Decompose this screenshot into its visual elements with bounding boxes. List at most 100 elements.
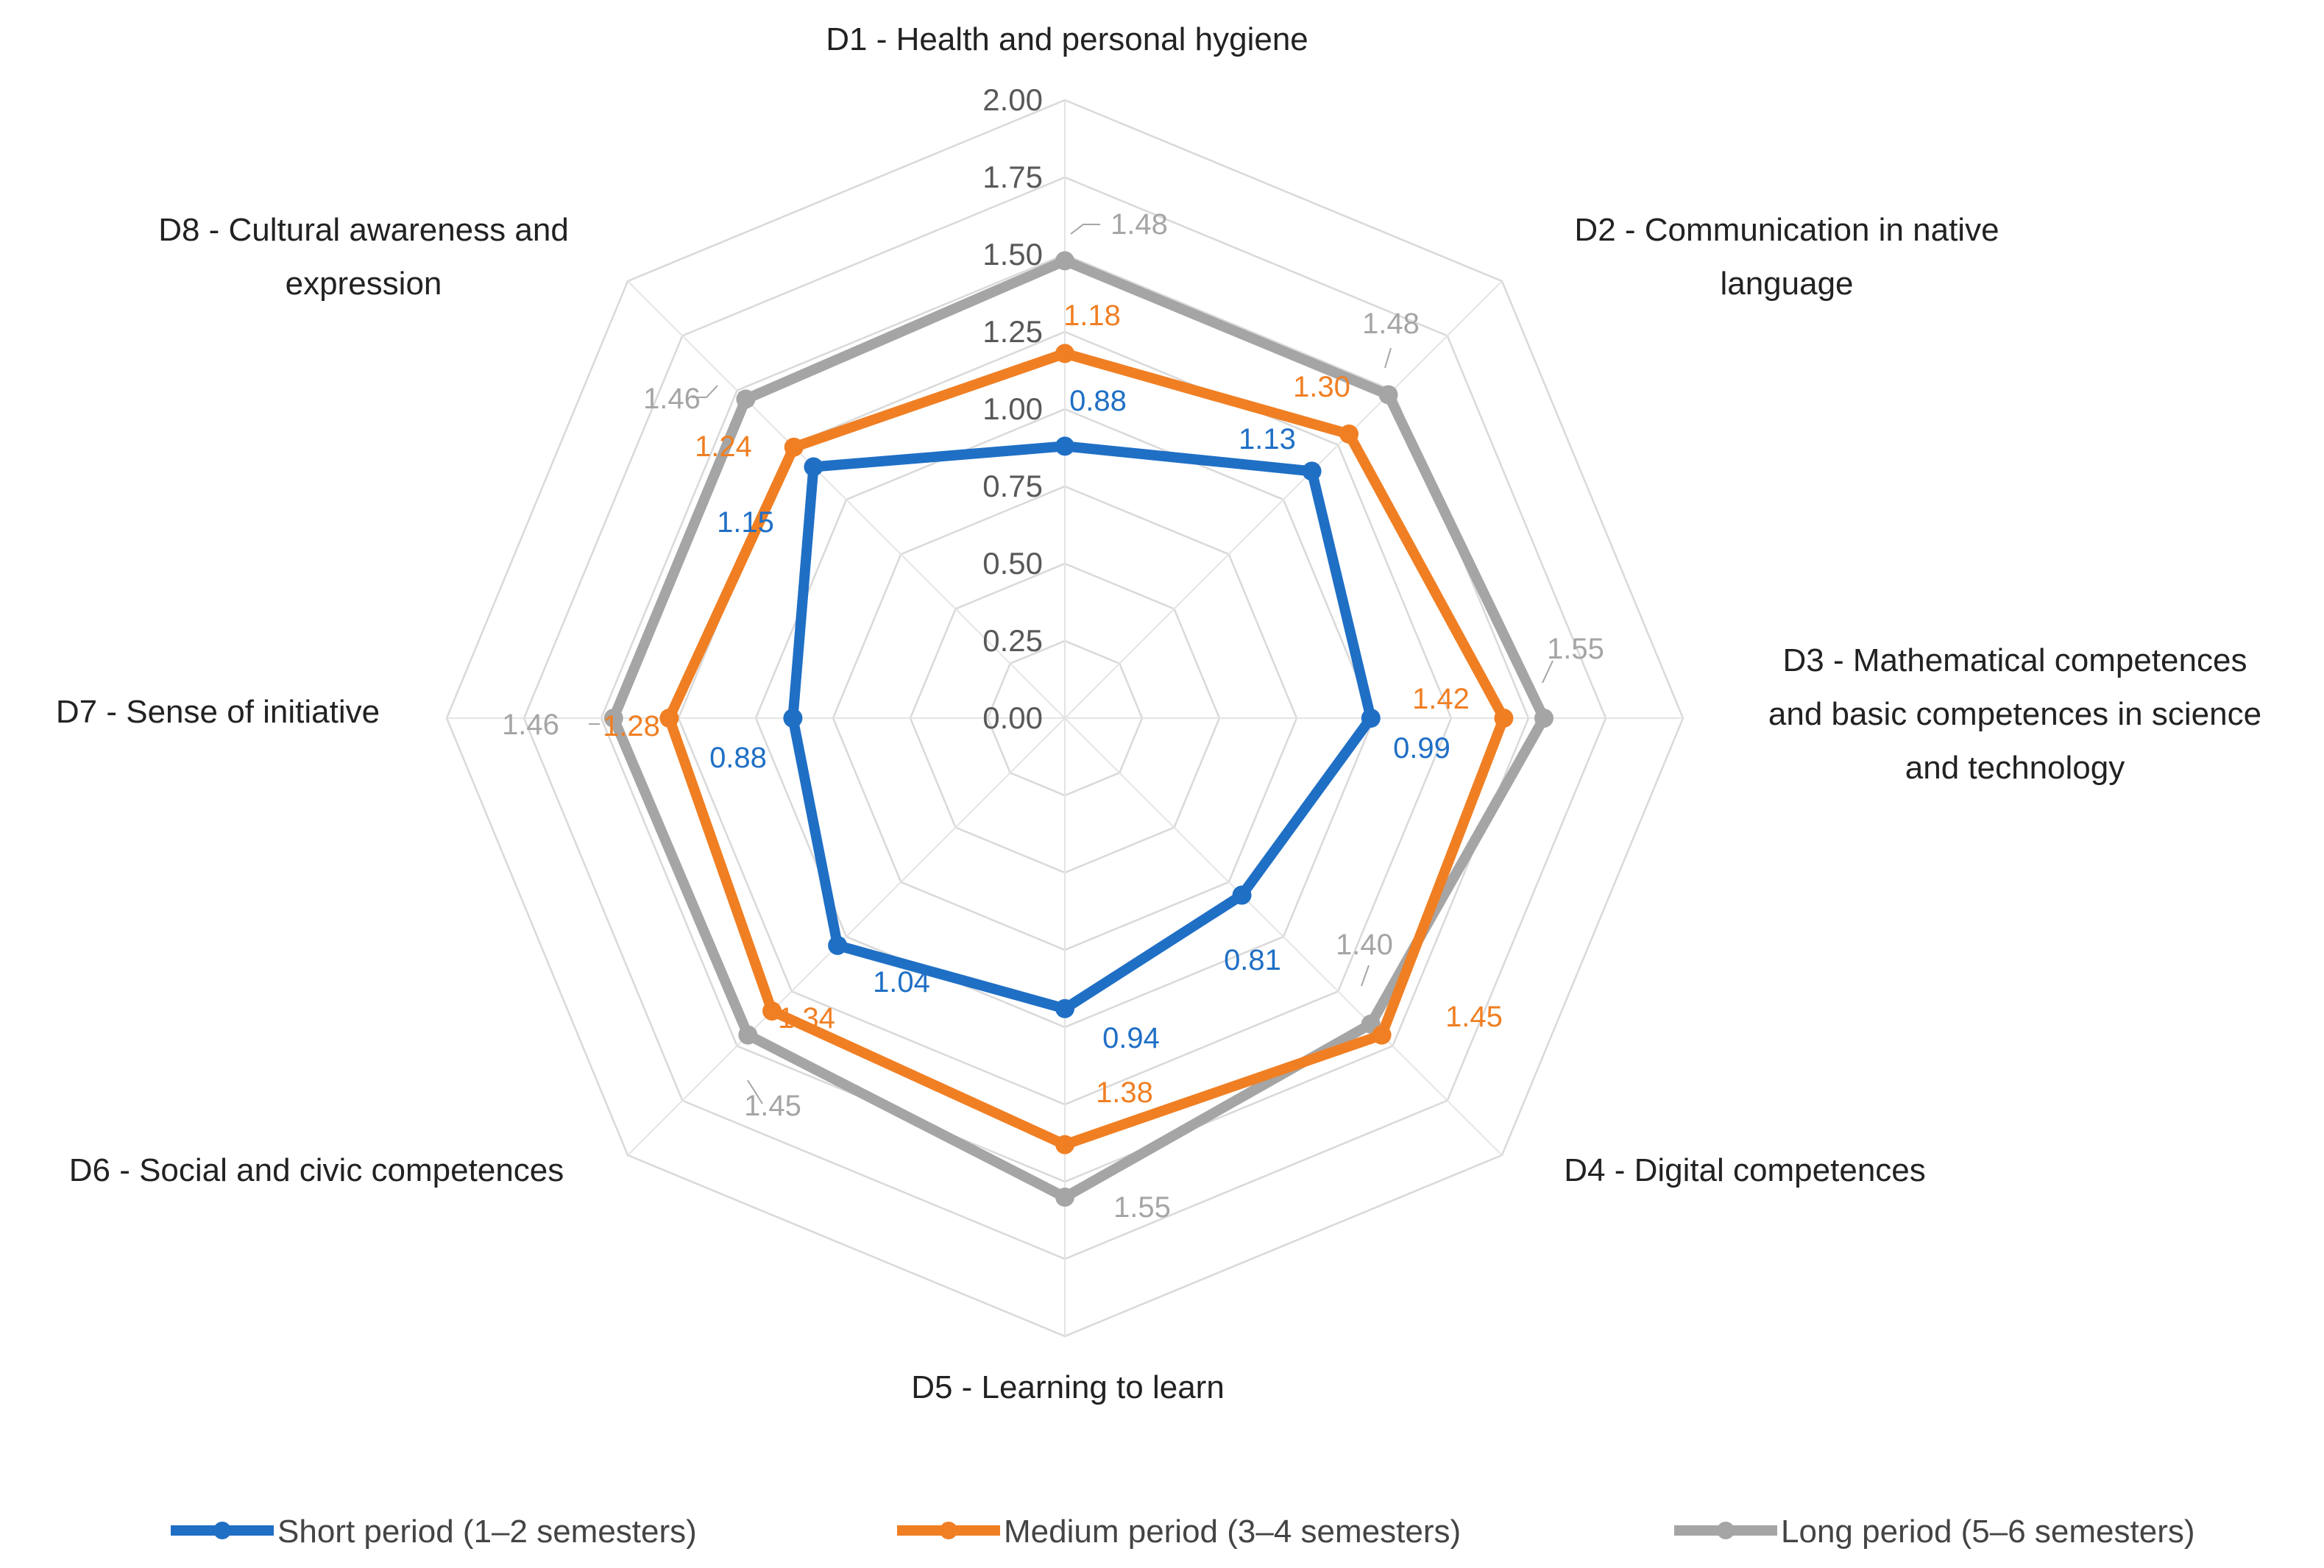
- data-point: [738, 1025, 758, 1045]
- radial-tick-labels: 0.00 0.25 0.50 0.75 1.00 1.25 1.50 1.75 2.00: [982, 82, 1043, 735]
- data-label: 0.88: [1069, 385, 1127, 417]
- data-label: 1.45: [1445, 1001, 1503, 1033]
- data-point: [1055, 251, 1074, 271]
- category-label: D4 - Digital competences: [1564, 1152, 1926, 1188]
- data-point: [1232, 885, 1252, 905]
- category-label: D2 - Communication in native language: [1574, 212, 1999, 302]
- data-point: [804, 457, 823, 477]
- series-layer: [603, 251, 1554, 1207]
- data-label: 0.81: [1224, 944, 1281, 976]
- axis-spoke: [1064, 717, 1503, 1156]
- data-label: 1.46: [502, 709, 559, 741]
- legend-label: Long period (5–6 semesters): [1781, 1514, 2195, 1550]
- data-label: 1.30: [1293, 371, 1350, 403]
- data-label: 1.13: [1239, 423, 1296, 455]
- legend-item-1: Medium period (3–4 semesters): [897, 1514, 1461, 1550]
- legend-swatch-marker: [940, 1522, 957, 1539]
- axis-spoke: [627, 717, 1066, 1156]
- data-label: 0.88: [709, 742, 767, 774]
- series-2: [603, 251, 1554, 1207]
- data-point: [1055, 998, 1074, 1018]
- leader-line: [1361, 965, 1370, 987]
- data-label: 1.24: [695, 430, 752, 463]
- category-label-line: D6 - Social and civic competences: [69, 1152, 564, 1188]
- data-label: 1.48: [1110, 208, 1168, 241]
- category-label-line: D2 - Communication in native: [1574, 212, 1999, 248]
- data-point: [603, 709, 623, 728]
- axis-spoke: [627, 280, 1066, 719]
- category-label: D7 - Sense of initiative: [56, 694, 380, 730]
- category-label-line: D5 - Learning to learn: [911, 1369, 1225, 1405]
- data-label: 1.55: [1113, 1191, 1171, 1224]
- series-1: [659, 344, 1514, 1154]
- data-point: [1055, 436, 1074, 456]
- radial-tick-label: 1.75: [982, 160, 1043, 194]
- category-label-line: and technology: [1905, 750, 2125, 786]
- data-label: 1.48: [1362, 308, 1420, 340]
- category-label-line: D1 - Health and personal hygiene: [826, 21, 1308, 57]
- data-labels: 0.88 1.13 0.99 0.81 0.94 1.04 0.88 1.15 1.18 1.30…: [502, 208, 1604, 1224]
- leader-line: [1542, 660, 1554, 684]
- radial-tick-label: 1.00: [982, 391, 1043, 426]
- data-label: 0.94: [1102, 1022, 1160, 1054]
- data-point: [659, 709, 679, 728]
- radial-tick-label: 1.50: [982, 237, 1043, 272]
- category-label: D6 - Social and civic competences: [69, 1152, 564, 1188]
- data-point: [736, 389, 756, 409]
- legend-item-2: Long period (5–6 semesters): [1674, 1514, 2195, 1550]
- data-point: [1372, 1025, 1392, 1045]
- data-label: 0.99: [1393, 732, 1450, 765]
- legend: Short period (1–2 semesters) Medium perio…: [171, 1514, 2195, 1550]
- category-label: D8 - Cultural awareness and expression: [158, 212, 569, 302]
- legend-label: Medium period (3–4 semesters): [1004, 1514, 1461, 1550]
- data-label: 1.38: [1096, 1076, 1153, 1109]
- data-point: [1494, 709, 1514, 728]
- radial-tick-label: 1.25: [982, 314, 1043, 349]
- data-label: 1.42: [1412, 683, 1470, 715]
- data-label: 1.15: [717, 506, 774, 539]
- category-label-line: D4 - Digital competences: [1564, 1152, 1926, 1188]
- data-label: 1.34: [778, 1002, 835, 1035]
- data-label: 1.28: [603, 710, 660, 742]
- data-label: 1.45: [744, 1090, 801, 1122]
- radial-tick-label: 0.75: [982, 469, 1043, 503]
- data-point: [762, 1001, 782, 1021]
- leader-line: [747, 1079, 763, 1104]
- legend-label: Short period (1–2 semesters): [277, 1514, 697, 1550]
- legend-swatch-marker: [213, 1522, 231, 1539]
- leader-line: [1384, 347, 1392, 369]
- category-labels: D1 - Health and personal hygiene D2 - Com…: [56, 21, 2261, 1405]
- radar-axes: [447, 100, 1683, 1336]
- data-label: 1.55: [1547, 633, 1604, 665]
- category-label-line: D8 - Cultural awareness and: [158, 212, 569, 248]
- label-leader-lines: [589, 224, 1554, 1104]
- data-label: 1.40: [1336, 929, 1393, 961]
- data-point: [1534, 709, 1554, 728]
- category-label: D1 - Health and personal hygiene: [826, 21, 1308, 57]
- data-label: 1.46: [643, 383, 701, 415]
- legend-item-0: Short period (1–2 semesters): [171, 1514, 697, 1550]
- data-point: [784, 437, 804, 457]
- radial-tick-label: 0.50: [982, 546, 1043, 581]
- category-label-line: D3 - Mathematical competences: [1783, 642, 2247, 678]
- data-point: [1361, 709, 1381, 728]
- data-point: [1302, 461, 1322, 481]
- data-point: [1378, 385, 1398, 405]
- radial-tick-label: 0.00: [982, 700, 1043, 735]
- data-point: [1055, 344, 1074, 363]
- radial-tick-label: 2.00: [982, 82, 1043, 117]
- data-point: [1055, 1135, 1074, 1154]
- data-label: 1.18: [1063, 299, 1121, 332]
- data-label: 1.04: [873, 966, 930, 998]
- data-point: [783, 709, 803, 728]
- category-label-line: expression: [286, 266, 442, 302]
- radial-tick-label: 0.25: [982, 623, 1043, 658]
- category-label: D3 - Mathematical competences and basic c…: [1768, 642, 2261, 786]
- leader-line: [692, 385, 718, 398]
- series-0: [783, 436, 1381, 1018]
- series-line: [787, 441, 1376, 1014]
- category-label-line: language: [1720, 266, 1853, 302]
- axis-spoke: [1064, 280, 1503, 719]
- data-point: [1339, 424, 1359, 444]
